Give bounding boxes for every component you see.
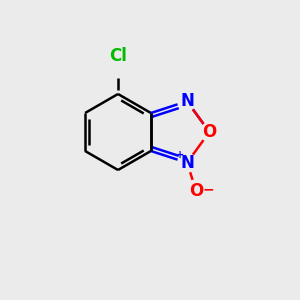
Text: N: N [180, 154, 194, 172]
Text: Cl: Cl [109, 47, 127, 65]
Text: O: O [202, 123, 217, 141]
Text: N: N [180, 92, 194, 110]
Text: +: + [176, 150, 184, 160]
Text: −: − [202, 182, 214, 196]
Text: O: O [189, 182, 203, 200]
